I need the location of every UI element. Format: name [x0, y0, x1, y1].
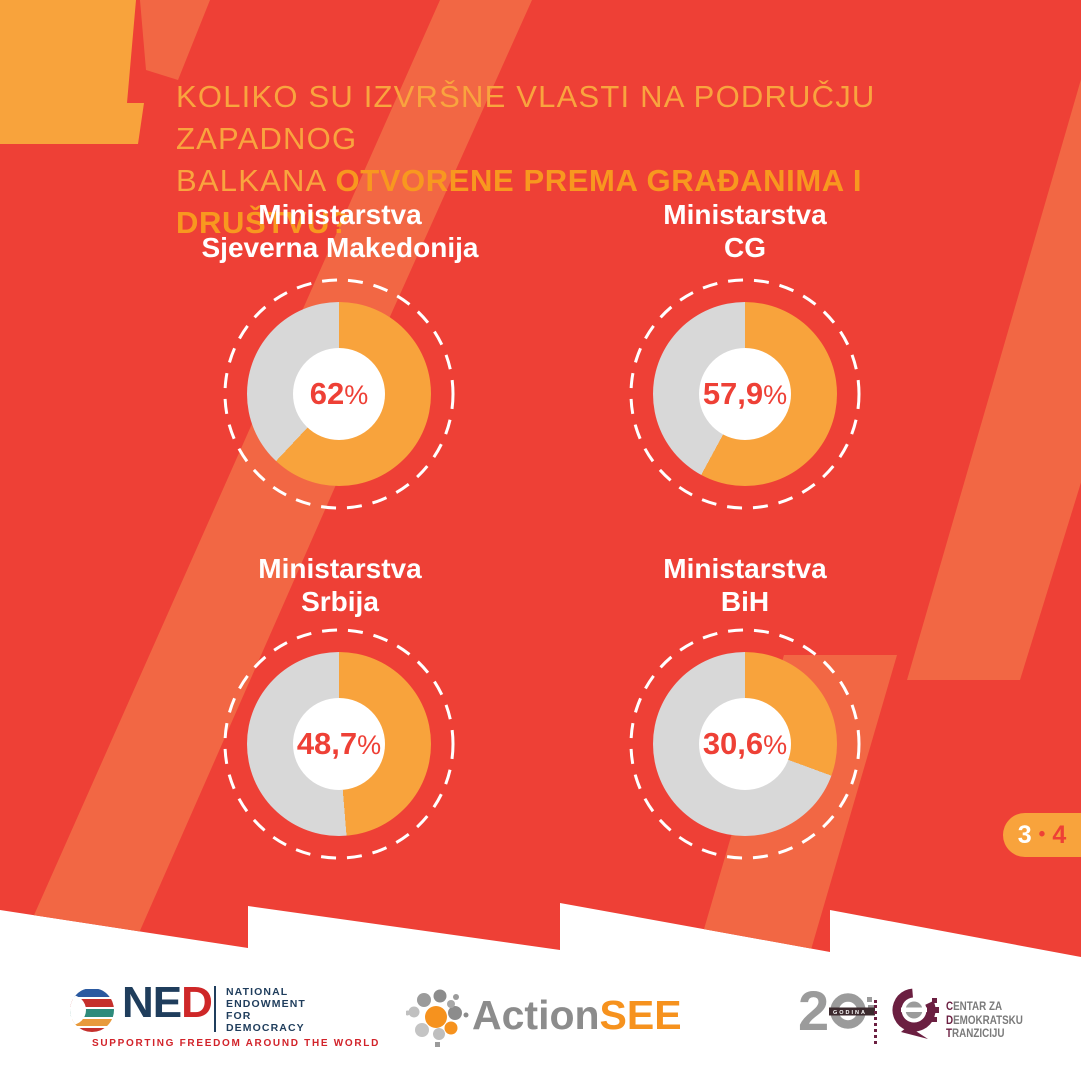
- anniversary-band-text: GODINA: [833, 1010, 867, 1016]
- title-line2-regular: BALKANA: [176, 163, 336, 198]
- percent-label-cg: 57,9%: [702, 376, 788, 411]
- title-line1: KOLIKO SU IZVRŠNE VLASTI NA PODRUČJU ZAP…: [176, 79, 876, 156]
- actionsee-wordmark: ActionSEE: [472, 992, 682, 1038]
- dashed-ring: [223, 628, 455, 860]
- page-current: 3: [1017, 820, 1032, 849]
- donut-chart-bih: 30,6%: [629, 628, 861, 860]
- percent-label-bih: 30,6%: [702, 726, 788, 761]
- dashed-ring: [629, 628, 861, 860]
- percent-label-srbija: 48,7%: [296, 726, 382, 761]
- dashed-ring: [629, 278, 861, 510]
- chart-title-srbija: Ministarstva Srbija: [258, 553, 422, 617]
- page-total: 4: [1052, 820, 1067, 849]
- page-indicator-badge: 3 • 4: [1003, 813, 1081, 857]
- actionsee-dots-icon: [406, 989, 469, 1047]
- percent-label-makedonija: 62%: [309, 376, 369, 411]
- title-line2-bold: OTVORENE PREMA GRAĐANIMA I DRUŠTVU?: [176, 163, 863, 240]
- page-separator-dot: •: [1038, 824, 1046, 845]
- anniversary-ring-icon: GODINA: [829, 993, 875, 1029]
- cdt-name-text: CENTAR ZA DEMOKRATSKU TRANZICIJU: [946, 999, 1023, 1040]
- donut-chart-cg: 57,9%: [629, 278, 861, 510]
- chart-title-makedonija: Ministarstva Sjeverna Makedonija: [201, 199, 479, 263]
- dashed-ring: [223, 278, 455, 510]
- footer-dotted-divider: [874, 1000, 877, 1044]
- chart-title-bih: Ministarstva BiH: [663, 553, 827, 617]
- donut-chart-srbija: 48,7%: [223, 628, 455, 860]
- donut-chart-makedonija: 62%: [223, 278, 455, 510]
- ned-name-text: NATIONAL ENDOWMENT FOR DEMOCRACY: [226, 986, 306, 1034]
- ned-divider: [214, 986, 216, 1032]
- ned-globe-icon: [70, 988, 114, 1032]
- chart-title-cg: Ministarstva CG: [663, 199, 827, 263]
- page-title: KOLIKO SU IZVRŠNE VLASTI NA PODRUČJU ZAP…: [176, 76, 1036, 244]
- anniversary-number: 2: [798, 979, 830, 1042]
- cdt-speech-bubble-icon: [892, 988, 939, 1039]
- ned-tagline: SUPPORTING FREEDOM AROUND THE WORLD: [92, 1038, 381, 1049]
- ned-wordmark: NED: [122, 978, 213, 1027]
